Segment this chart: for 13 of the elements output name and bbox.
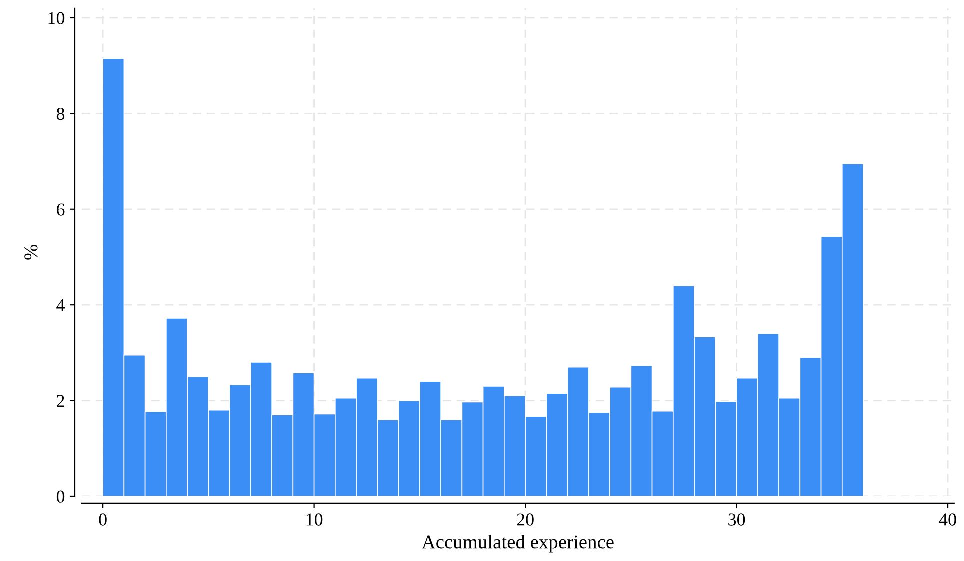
x-axis-title: Accumulated experience <box>422 535 614 553</box>
y-tick-label: 6 <box>57 204 65 216</box>
x-tick-label: 10 <box>306 514 323 526</box>
x-tick-label: 20 <box>517 514 534 526</box>
y-tick-label: 4 <box>56 299 65 312</box>
x-tick-label: 40 <box>939 514 956 526</box>
y-tick-label: 0 <box>56 490 65 503</box>
x-tick-label: 0 <box>99 514 107 526</box>
y-axis-title: % <box>24 245 38 260</box>
y-tick-label: 2 <box>57 395 64 408</box>
y-tick-label: 8 <box>56 108 65 120</box>
x-tick-label: 30 <box>728 514 746 526</box>
y-tick-label: 10 <box>48 12 65 24</box>
